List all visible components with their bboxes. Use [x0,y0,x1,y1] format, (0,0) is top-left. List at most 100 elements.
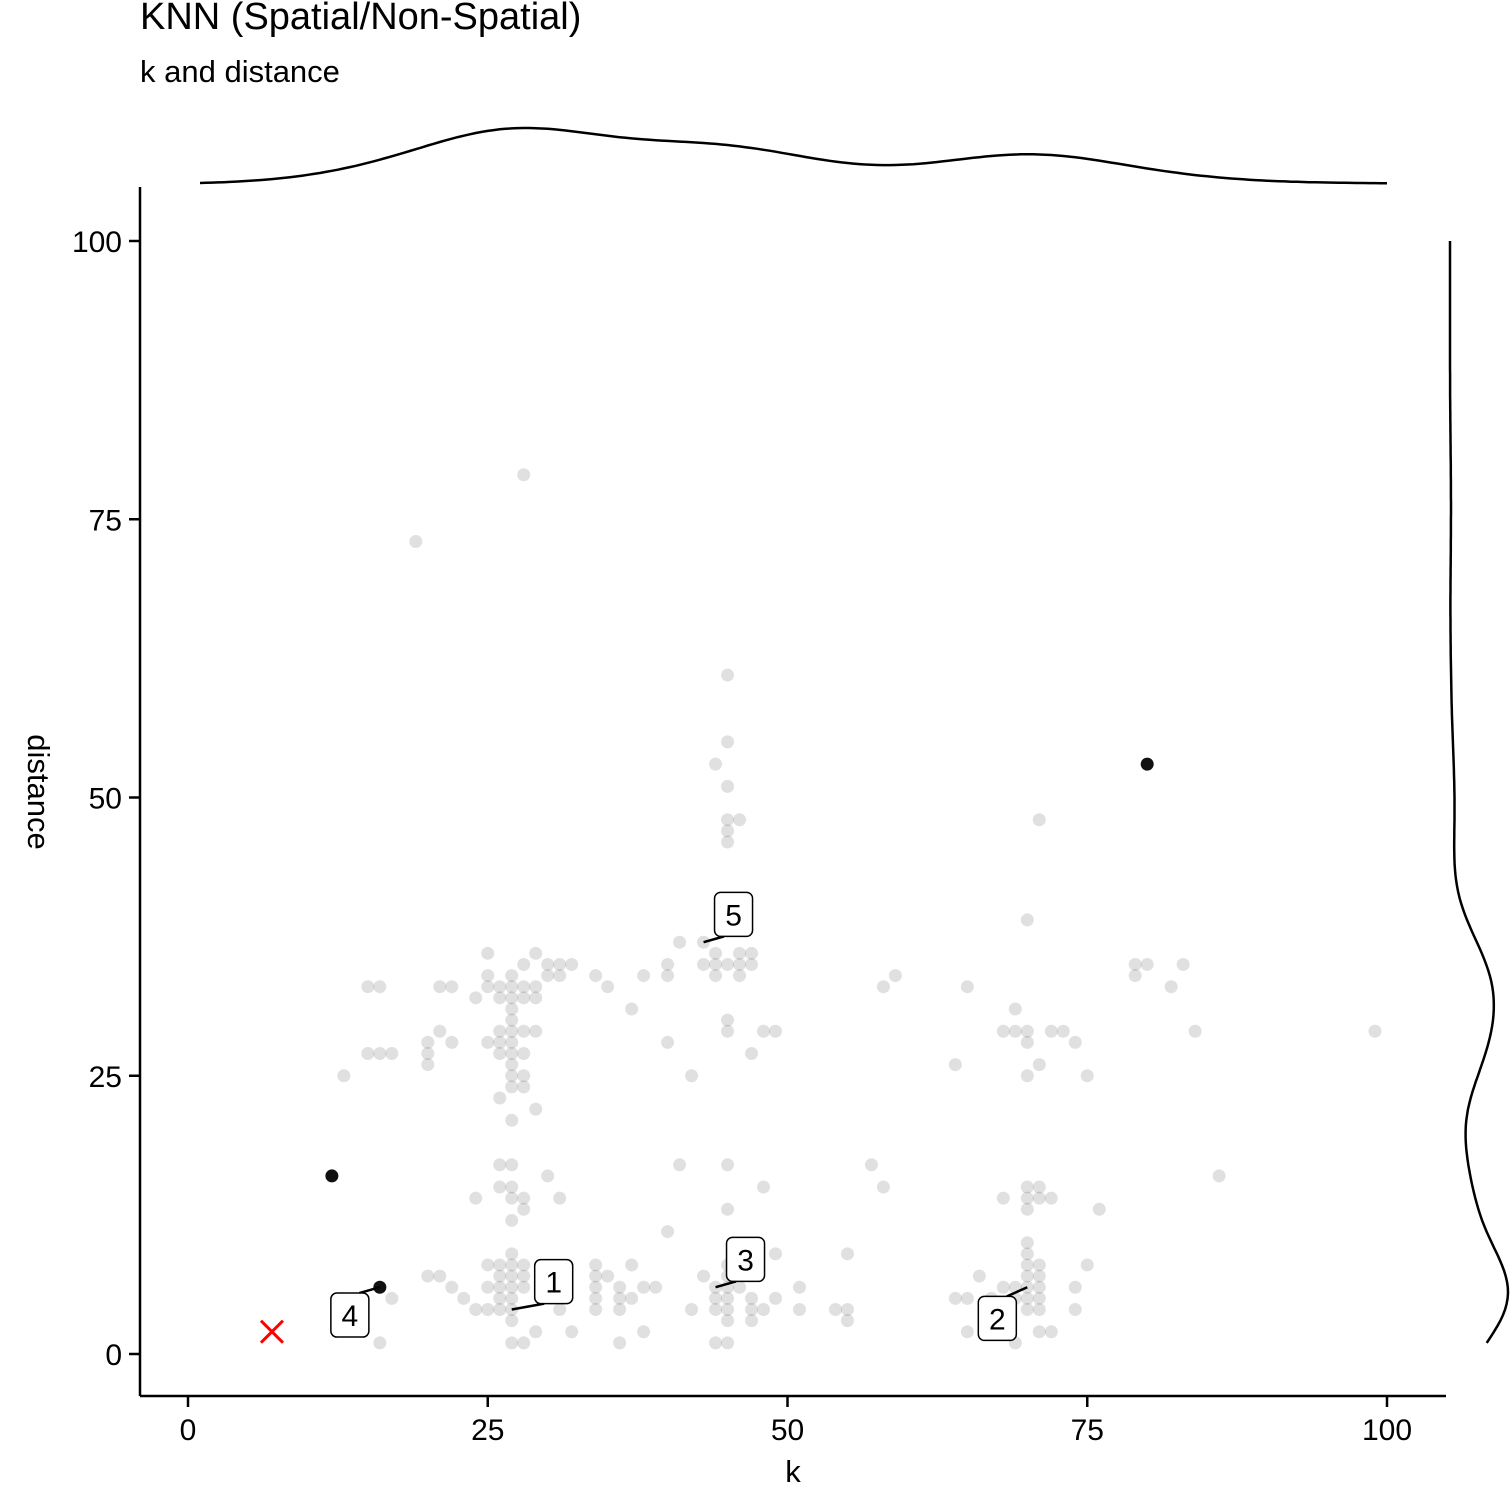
data-point [517,1069,531,1083]
data-point [469,1191,483,1205]
data-point [505,969,519,983]
data-point [721,957,735,971]
data-point [529,1102,543,1116]
data-point [589,1291,603,1305]
data-point [1020,1302,1034,1316]
data-point [1032,1269,1046,1283]
x-marker-stroke [259,1319,284,1344]
data-point [1368,1024,1382,1038]
data-point [721,824,735,838]
data-point [685,1069,699,1083]
data-point [721,835,735,849]
chart-title: KNN (Spatial/Non-Spatial) [140,0,582,38]
data-point [1068,1302,1082,1316]
data-point [769,1024,783,1038]
data-point [757,1302,771,1316]
data-point [505,1213,519,1227]
data-point [481,969,495,983]
data-point [637,1280,651,1294]
data-point [733,957,747,971]
data-point [673,935,687,949]
data-point [553,1302,567,1316]
data-point [601,1269,615,1283]
data-point [505,1247,519,1261]
data-point [505,1291,519,1305]
data-point [589,1280,603,1294]
data-point [457,1291,471,1305]
data-point [493,1035,507,1049]
data-point [493,980,507,994]
label-leader-line [715,1280,737,1289]
data-point [745,1046,759,1060]
data-point [721,1336,735,1350]
data-point [1032,1325,1046,1339]
data-point [960,980,974,994]
data-point [709,957,723,971]
data-point [505,991,519,1005]
x-tick-label: 50 [771,1414,804,1447]
data-point [697,957,711,971]
data-point [1188,1024,1202,1038]
data-point [505,1336,519,1350]
x-marker [259,1319,284,1344]
data-point [493,1269,507,1283]
data-point [517,468,531,482]
x-axis-ticks: 0 25 50 75 100 [180,1396,1412,1447]
data-point [517,957,531,971]
data-point [840,1314,854,1328]
data-point [828,1302,842,1316]
data-point [517,1269,531,1283]
data-point [1032,813,1046,827]
data-point [721,735,735,749]
data-point [421,1269,435,1283]
data-point [1164,980,1178,994]
data-point [565,957,579,971]
data-point [481,1280,495,1294]
data-point [517,1280,531,1294]
data-point [1044,1325,1058,1339]
x-tick-label: 75 [1071,1414,1104,1447]
data-point [1140,957,1154,971]
data-point [1020,1202,1034,1216]
data-point [505,1013,519,1027]
label-leader-line [703,935,725,944]
data-point [960,1291,974,1305]
data-point [505,1302,519,1316]
data-point [421,1058,435,1072]
data-point [840,1302,854,1316]
data-point [505,1314,519,1328]
data-point [445,980,459,994]
point-labels: 1 2 3 4 5 [330,891,1028,1342]
label-leader-line [359,1286,381,1295]
data-point [613,1280,627,1294]
data-point [565,1325,579,1339]
data-point [613,1291,627,1305]
data-point [1008,1024,1022,1038]
data-point [888,969,902,983]
y-tick-label: 100 [72,226,122,259]
data-point [769,1247,783,1261]
data-point [1080,1258,1094,1272]
data-point [1008,1002,1022,1016]
data-point [1032,1180,1046,1194]
data-point [505,1113,519,1127]
data-point [757,1180,771,1194]
data-point [385,1046,399,1060]
y-tick-label: 50 [89,783,122,816]
label-box [533,1258,574,1305]
data-point [1176,957,1190,971]
data-point [505,1280,519,1294]
data-point [661,1225,675,1239]
data-point [996,1280,1010,1294]
data-point [1032,1258,1046,1272]
data-point [529,1024,543,1038]
data-point [433,1024,447,1038]
data-point [445,1035,459,1049]
data-point [661,957,675,971]
data-point [481,1035,495,1049]
label-leader-line [511,1302,545,1311]
data-point [589,1302,603,1316]
label-text: 5 [725,899,742,932]
data-point [529,946,543,960]
data-point [589,1258,603,1272]
